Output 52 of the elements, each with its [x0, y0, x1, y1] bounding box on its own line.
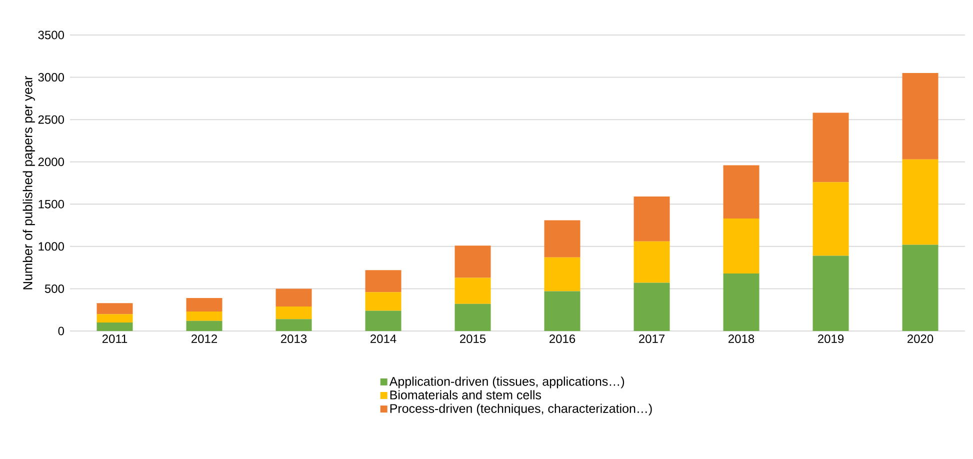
y-tick-label: 1500: [38, 200, 64, 208]
x-tick-label: 2011: [102, 334, 128, 344]
bar: [96, 303, 133, 314]
bar: [902, 73, 938, 160]
bar: [454, 246, 491, 278]
y-tick-label: 0: [58, 326, 64, 336]
bar: [634, 196, 670, 242]
bar: [544, 291, 580, 331]
bar: [96, 322, 133, 331]
x-tick-label: 2016: [550, 334, 576, 344]
bar: [276, 288, 312, 306]
bar: [365, 292, 402, 311]
bar: [544, 220, 580, 258]
y-tick-label: 2000: [38, 158, 64, 166]
y-tick-label: 500: [44, 284, 64, 293]
bar: [902, 159, 938, 245]
bar: [812, 256, 849, 331]
bar: [723, 273, 760, 331]
bar: [276, 306, 312, 320]
bar: [812, 182, 849, 256]
x-tick-label: 2013: [281, 334, 307, 344]
legend-label: Application-driven (tissues, applications…): [389, 376, 624, 388]
y-tick-label: 1000: [38, 242, 64, 251]
legend-label: Process-driven (techniques, characterization…): [390, 404, 652, 416]
bar: [723, 165, 760, 219]
bar: [186, 320, 222, 331]
bar: [902, 244, 938, 331]
bar: [634, 282, 670, 331]
x-tick-label: 2019: [818, 334, 844, 344]
bar: [634, 241, 670, 283]
bar: [544, 257, 580, 292]
bar: [454, 278, 491, 304]
bar: [96, 314, 133, 323]
x-tick-label: 2012: [192, 334, 217, 344]
bar: [723, 218, 760, 274]
bar: [365, 310, 402, 331]
x-tick-label: 2020: [908, 334, 934, 344]
bar: [186, 298, 222, 312]
legend-label: Biomaterials and stem cells: [390, 390, 542, 400]
bar: [186, 312, 222, 321]
x-tick-label: 2014: [370, 334, 396, 344]
x-tick-label: 2018: [728, 334, 754, 344]
bar: [454, 304, 491, 331]
x-tick-label: 2015: [460, 334, 486, 344]
y-tick-label: 2500: [38, 115, 64, 124]
y-tick-label: 3000: [38, 73, 64, 82]
x-tick-label: 2017: [639, 334, 664, 344]
bar: [276, 319, 312, 331]
bar: [365, 270, 402, 292]
y-tick-label: 3500: [38, 30, 64, 40]
y-axis-title: Number of published papers per year: [22, 76, 35, 290]
bar: [812, 112, 849, 182]
